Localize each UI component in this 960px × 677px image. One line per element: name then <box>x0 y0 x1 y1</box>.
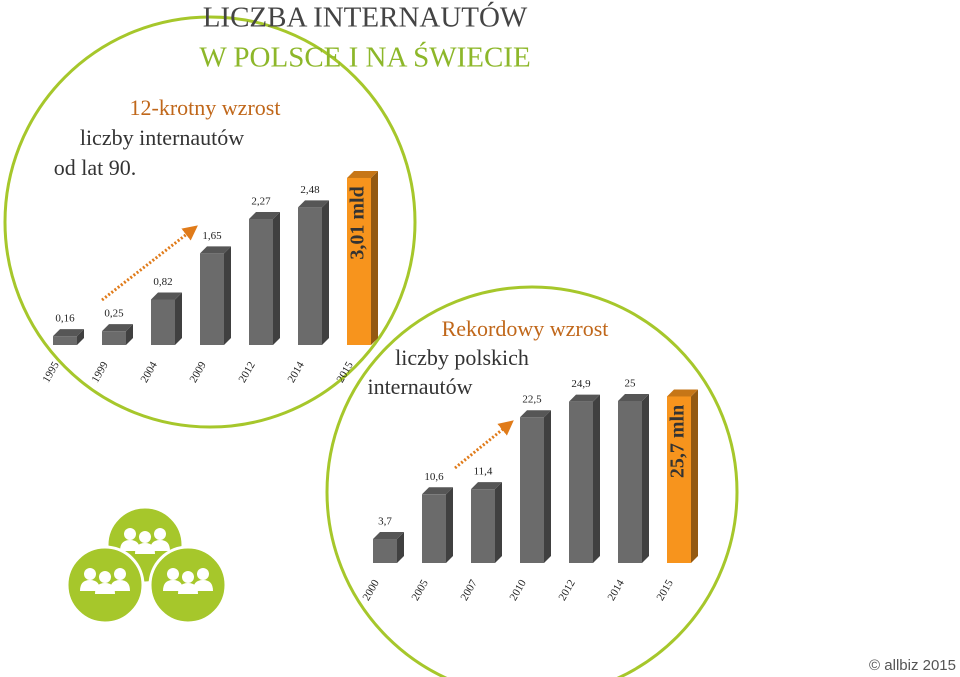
bar-side <box>691 389 698 563</box>
bar <box>102 331 126 345</box>
value-label: 22,5 <box>522 394 542 406</box>
chart-title: liczby polskich <box>395 345 529 370</box>
bar-top <box>569 394 600 402</box>
bar <box>422 494 446 563</box>
bar-side <box>371 170 378 345</box>
x-tick-label: 2014 <box>285 359 307 384</box>
chart-title: liczby internautów <box>80 125 244 150</box>
bar <box>667 396 691 563</box>
bar-top <box>249 212 280 220</box>
bar-top <box>667 389 698 397</box>
bar <box>151 299 175 345</box>
people-icon <box>65 505 228 625</box>
value-label: 2,27 <box>251 196 271 208</box>
trend-arrow <box>454 420 514 470</box>
value-label: 0,82 <box>153 276 172 288</box>
copyright: © allbiz 2015 <box>869 657 956 674</box>
page-title: LICZBA INTERNAUTÓW <box>203 1 528 34</box>
value-label: 3,01 mld <box>347 186 369 259</box>
bar <box>347 177 371 345</box>
page-subtitle: W POLSCE I NA ŚWIECIE <box>199 41 530 74</box>
bar-top <box>373 532 404 540</box>
bar-side <box>126 324 133 345</box>
chart-title: 12-krotny wzrost <box>130 95 281 120</box>
bar-side <box>77 329 84 345</box>
value-label: 1,65 <box>202 230 222 242</box>
bar <box>249 219 273 345</box>
bar-side <box>397 532 404 563</box>
x-tick-label: 2015 <box>334 359 356 384</box>
bar-top <box>102 324 133 332</box>
bar-side <box>642 394 649 563</box>
chart-title: od lat 90. <box>54 155 137 180</box>
bar <box>53 336 77 345</box>
bar <box>520 417 544 563</box>
bar-side <box>446 487 453 563</box>
bar-side <box>224 246 231 345</box>
bar-side <box>544 410 551 563</box>
bar <box>373 539 397 563</box>
bar-side <box>175 292 182 345</box>
x-tick-label: 2009 <box>187 359 209 384</box>
value-label: 11,4 <box>474 466 493 478</box>
bar-side <box>273 212 280 345</box>
bar-top <box>53 329 84 337</box>
bar-top <box>347 170 378 178</box>
x-tick-label: 1995 <box>40 359 62 384</box>
chart-title: Rekordowy wzrost <box>442 316 609 341</box>
bar-side <box>322 200 329 345</box>
bar <box>569 401 593 563</box>
bar <box>200 253 224 345</box>
bar-side <box>495 482 502 563</box>
value-label: 25 <box>625 378 637 390</box>
bar-side <box>593 394 600 563</box>
value-label: 0,25 <box>104 308 124 320</box>
bar-top <box>471 482 502 490</box>
x-tick-label: 2004 <box>138 359 160 384</box>
bar-top <box>298 200 329 208</box>
value-label: 25,7 mln <box>667 405 689 478</box>
bar-top <box>151 292 182 300</box>
value-label: 24,9 <box>571 378 591 390</box>
bar <box>298 207 322 345</box>
value-label: 2,48 <box>300 184 320 196</box>
value-label: 10,6 <box>424 471 444 483</box>
x-tick-label: 2012 <box>236 360 257 385</box>
frame-circle <box>3 15 417 429</box>
value-label: 3,7 <box>378 516 392 528</box>
x-tick-label: 1999 <box>89 359 111 384</box>
bar-top <box>618 394 649 401</box>
bar-top <box>520 410 551 418</box>
bar-top <box>422 487 453 495</box>
value-label: 0,16 <box>55 313 75 325</box>
bar-top <box>200 246 231 254</box>
chart-title: internautów <box>367 374 472 399</box>
bar <box>618 401 642 563</box>
bar <box>471 489 495 563</box>
trend-arrow <box>101 225 198 302</box>
